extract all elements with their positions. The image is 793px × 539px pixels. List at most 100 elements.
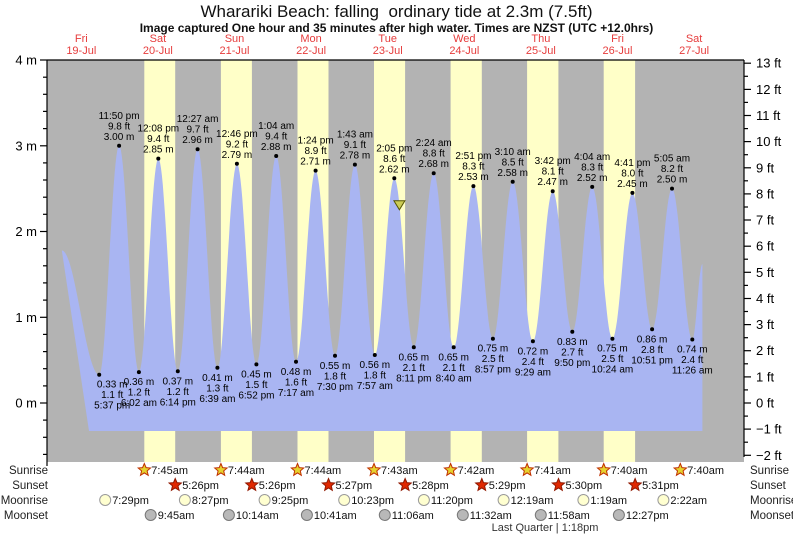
tide-extreme-dot	[690, 337, 695, 342]
tide-extreme-dot	[590, 184, 595, 189]
astro-time-label: 7:43am	[381, 465, 418, 477]
tide-extreme-dot	[610, 336, 615, 341]
astro-time-label: 7:45am	[151, 465, 188, 477]
day-date-label: 22-Jul	[296, 45, 326, 57]
astro-time-label: 10:23pm	[351, 495, 394, 507]
moonrise-icon	[657, 494, 670, 506]
tide-extreme-label: 2.52 m	[577, 173, 608, 184]
sunset-icon	[474, 477, 490, 492]
tide-extreme-label: 9.2 ft	[226, 139, 248, 150]
tide-extreme-dot	[530, 339, 535, 344]
left-tick-label: 0 m	[15, 396, 37, 411]
astro-time-label: 5:27pm	[336, 480, 373, 492]
day-date-label: 19-Jul	[66, 45, 96, 57]
tide-extreme-label: 8.2 ft	[661, 164, 683, 175]
astro-row-label-right: Moonrise	[750, 495, 793, 507]
tide-extreme-label: 0.86 m	[637, 334, 668, 345]
tide-extreme-label: 1:24 pm	[298, 136, 334, 147]
tide-extreme-label: 0.37 m	[163, 376, 194, 387]
tide-extreme-label: 2.68 m	[418, 159, 449, 170]
moonset-icon	[300, 509, 313, 521]
right-tick-label: −1 ft	[756, 422, 782, 437]
day-dow-label: Mon	[300, 33, 321, 45]
tide-extreme-label: 7:30 pm	[317, 382, 353, 393]
tide-extreme-label: 8.5 ft	[502, 157, 524, 168]
tide-extreme-label: 8.3 ft	[581, 162, 603, 173]
sunset-icon	[397, 477, 413, 492]
tide-extreme-dot	[451, 345, 456, 350]
tide-extreme-dot	[117, 143, 122, 148]
tide-extreme-label: 2.5 ft	[601, 354, 623, 365]
tide-curve-area	[61, 145, 703, 432]
tide-extreme-label: 9:50 pm	[554, 358, 590, 369]
day-date-label: 25-Jul	[526, 45, 556, 57]
astro-time-label: 5:28pm	[412, 480, 449, 492]
tide-extreme-label: 1:43 am	[337, 130, 373, 141]
day-dow-label: Sat	[686, 33, 703, 45]
left-tick-label: 1 m	[15, 310, 37, 325]
tide-extreme-dot	[156, 156, 161, 161]
tide-extreme-label: 2.5 ft	[482, 354, 504, 365]
day-dow-label: Sat	[150, 33, 167, 45]
tide-extreme-dot	[313, 168, 318, 173]
tide-extreme-dot	[274, 154, 279, 158]
right-tick-label: 11 ft	[756, 108, 781, 123]
tide-extreme-label: 11:50 pm	[99, 111, 140, 122]
sunrise-icon	[290, 462, 305, 477]
page-subtitle: Image captured One hour and 35 minutes a…	[139, 21, 654, 35]
tide-extreme-label: 1.2 ft	[128, 388, 150, 399]
astro-row-label-right: Sunrise	[750, 465, 789, 477]
tide-extreme-label: 0.45 m	[241, 369, 272, 380]
astro-row-label-left: Sunrise	[9, 465, 48, 477]
day-labels: Fri19-JulSat20-JulSun21-JulMon22-JulTue2…	[66, 33, 709, 57]
day-dow-label: Sun	[225, 33, 245, 45]
tide-extreme-label: 12:27 am	[177, 114, 219, 125]
astro-time-label: 9:25pm	[272, 495, 309, 507]
tide-extreme-dot	[431, 171, 436, 176]
tide-extreme-label: 2:05 pm	[376, 143, 412, 154]
astro-row-label-right: Sunset	[750, 480, 787, 492]
astro-time-label: 11:58am	[548, 510, 590, 522]
astro-time-label: 5:26pm	[259, 480, 296, 492]
right-tick-label: 0 ft	[756, 396, 774, 411]
astro-time-label: 8:27pm	[192, 495, 229, 507]
tide-extreme-label: 5:37 pm	[94, 401, 130, 412]
tide-extreme-label: 0.83 m	[557, 337, 588, 348]
tide-extreme-label: 8:57 pm	[475, 365, 511, 376]
moon-phase-label: Last Quarter | 1:18pm	[492, 522, 599, 534]
tide-extreme-label: 0.65 m	[438, 352, 469, 363]
tide-extreme-label: 4:04 am	[574, 152, 610, 163]
tide-extreme-label: 0.55 m	[320, 361, 351, 372]
left-tick-label: 2 m	[15, 224, 37, 239]
astro-time-label: 7:41am	[534, 465, 571, 477]
astro-time-label: 10:14am	[236, 510, 279, 522]
tide-extreme-label: 2.4 ft	[681, 355, 703, 366]
day-date-label: 26-Jul	[603, 45, 633, 57]
tide-extreme-label: 1.6 ft	[285, 377, 307, 388]
tide-extreme-label: 8:11 pm	[396, 373, 431, 384]
tide-extreme-label: 2.47 m	[537, 177, 568, 188]
day-dow-label: Fri	[611, 33, 624, 45]
right-tick-label: 4 ft	[756, 291, 774, 306]
astro-time-label: 12:19am	[511, 495, 554, 507]
day-dow-label: Wed	[453, 33, 475, 45]
tide-extreme-label: 8:40 am	[436, 373, 472, 384]
tide-extreme-dot	[175, 369, 180, 374]
tide-extreme-dot	[234, 161, 239, 166]
tide-extreme-label: 2.45 m	[617, 179, 648, 190]
tide-extreme-label: 9.4 ft	[265, 132, 287, 143]
right-tick-label: 9 ft	[756, 160, 774, 175]
astro-time-label: 5:30pm	[566, 480, 603, 492]
tide-extreme-label: 5:05 am	[654, 154, 690, 165]
astro-time-label: 5:26pm	[182, 480, 219, 492]
moonset-icon	[378, 509, 391, 521]
moonrise-icon	[99, 494, 112, 506]
tide-extreme-label: 3:42 pm	[535, 156, 571, 167]
tide-extreme-label: 0.36 m	[124, 377, 155, 388]
day-dow-label: Fri	[75, 33, 88, 45]
tide-extreme-label: 6:14 pm	[160, 397, 196, 408]
day-date-label: 21-Jul	[220, 45, 250, 57]
tide-extreme-label: 1.5 ft	[245, 380, 267, 391]
right-tick-label: 5 ft	[756, 265, 774, 280]
sunrise-icon	[672, 462, 688, 477]
